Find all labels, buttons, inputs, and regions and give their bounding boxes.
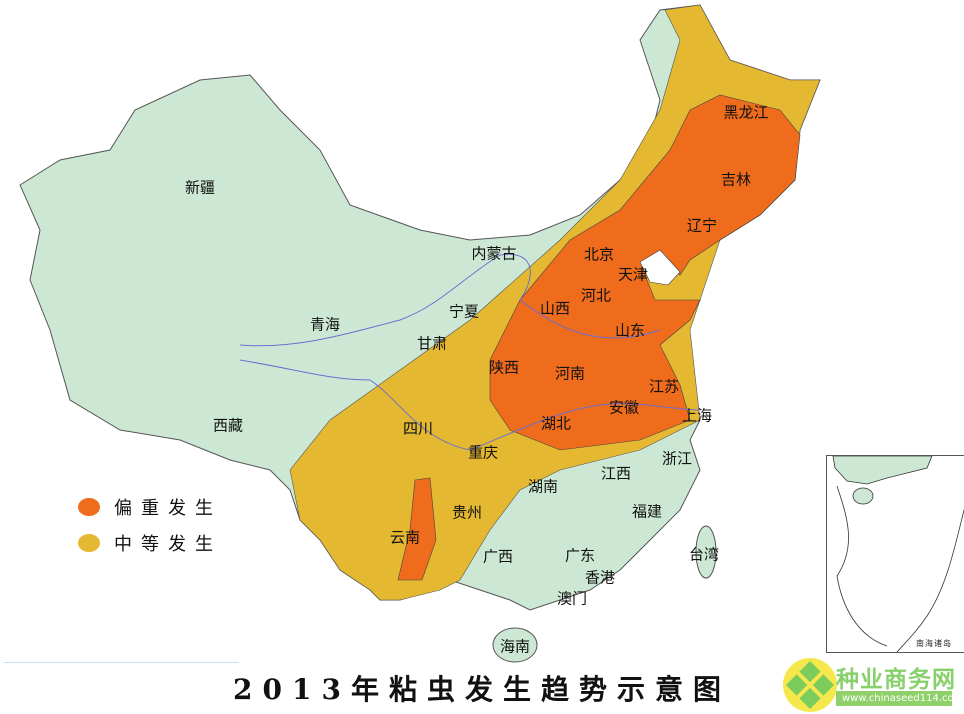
province-label: 陕西	[488, 358, 520, 377]
province-label: 甘肃	[416, 334, 448, 353]
moderate-swatch	[78, 534, 100, 552]
province-label: 黑龙江	[723, 103, 769, 122]
bohai-sea	[639, 249, 681, 286]
province-label: 新疆	[184, 178, 216, 197]
province-label: 河北	[580, 286, 612, 305]
province-label: 河南	[554, 364, 586, 383]
watermark-url: www.chinaseed114.com	[836, 691, 963, 706]
inset-coast	[832, 456, 933, 485]
province-label: 澳门	[556, 589, 588, 608]
province-label: 湖南	[527, 477, 559, 496]
province-label: 浙江	[661, 449, 693, 468]
legend-label: 偏重发生	[114, 498, 222, 519]
province-label: 北京	[583, 245, 615, 264]
province-label: 山西	[539, 299, 571, 318]
province-label: 安徽	[608, 398, 640, 417]
south-china-sea-inset	[826, 455, 964, 653]
province-label: 江苏	[648, 377, 680, 396]
province-label: 台湾	[688, 545, 720, 564]
province-label: 湖北	[540, 414, 572, 433]
province-label: 广东	[564, 546, 596, 565]
hainan-island	[492, 627, 538, 663]
province-label: 天津	[617, 265, 649, 284]
taiwan-island	[695, 525, 717, 579]
yellow-river	[239, 253, 661, 347]
inset-hainan	[852, 487, 874, 505]
province-label: 广西	[482, 547, 514, 566]
province-label: 西藏	[212, 416, 244, 435]
divider	[4, 662, 239, 663]
province-label: 江西	[600, 464, 632, 483]
inset-coastline	[836, 485, 964, 652]
province-label: 辽宁	[686, 216, 718, 235]
inset-label: 南海诸岛	[916, 639, 952, 648]
province-label: 山东	[614, 321, 646, 340]
legend-item-severe: 偏重发生	[78, 494, 222, 520]
watermark-name: 种业商务网	[836, 667, 956, 693]
province-label: 宁夏	[448, 302, 480, 321]
severe-swatch	[78, 498, 100, 516]
province-label: 香港	[584, 568, 616, 587]
inset-map	[832, 456, 964, 652]
province-label: 贵州	[451, 503, 483, 522]
map-title: 2013年粘虫发生趋势示意图	[233, 673, 731, 706]
province-label: 青海	[309, 315, 341, 334]
legend-label: 中等发生	[114, 534, 222, 555]
province-label: 福建	[631, 502, 663, 521]
yangtze-river	[239, 359, 701, 451]
province-label: 内蒙古	[471, 244, 517, 263]
legend-item-moderate: 中等发生	[78, 530, 222, 556]
province-label: 上海	[681, 406, 713, 425]
province-label: 云南	[389, 528, 421, 547]
severe-occurrence-region-yunnan	[397, 477, 437, 581]
province-label: 海南	[499, 637, 531, 656]
province-label: 四川	[402, 419, 434, 438]
province-label: 重庆	[467, 443, 499, 462]
province-label: 吉林	[720, 170, 752, 189]
watermark-logo-icon	[783, 658, 837, 712]
